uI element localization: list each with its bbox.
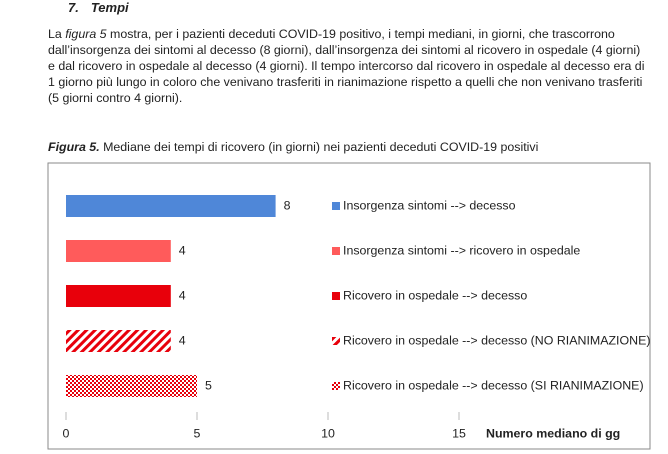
legend-swatch <box>332 247 340 255</box>
legend-swatch <box>332 382 340 390</box>
legend-swatch <box>332 337 340 345</box>
figure-caption: Figura 5. Mediane dei tempi di ricovero … <box>48 140 538 154</box>
value-label: 4 <box>179 333 186 347</box>
x-tick-label: 5 <box>194 426 201 440</box>
heading-number: 7. <box>68 0 79 15</box>
legend-label: Ricovero in ospedale --> decesso (SI RIA… <box>343 378 644 392</box>
text: La <box>48 27 66 41</box>
bar <box>66 375 197 397</box>
value-label: 4 <box>179 243 186 257</box>
legend-swatch <box>332 292 340 300</box>
x-tick-label: 10 <box>321 426 335 440</box>
x-axis-label: Numero mediano di gg <box>486 426 620 440</box>
legend-label: Ricovero in ospedale --> decesso <box>343 288 527 302</box>
legend-label: Ricovero in ospedale --> decesso (NO RIA… <box>343 333 650 347</box>
caption-text: Mediane dei tempi di ricovero (in giorni… <box>99 140 539 154</box>
bar <box>66 195 276 217</box>
x-tick-label: 0 <box>63 426 70 440</box>
bar <box>66 330 171 352</box>
legend-swatch <box>332 202 340 210</box>
chart: Numero mediano di gg 0 5 10 15 8 Insorgenza s… <box>47 162 651 450</box>
value-label: 5 <box>205 378 212 392</box>
paragraph: La figura 5 mostra, per i pazienti deced… <box>48 26 648 106</box>
legend-label: Insorgenza sintomi --> ricovero in osped… <box>343 243 580 257</box>
heading: 7. Tempi <box>68 0 129 15</box>
bar <box>66 285 171 307</box>
legend-label: Insorgenza sintomi --> decesso <box>343 198 516 212</box>
x-tick-label: 15 <box>452 426 466 440</box>
text-italic: figura 5 <box>65 27 107 41</box>
caption-label: Figura 5. <box>48 140 100 154</box>
value-label: 8 <box>284 198 291 212</box>
text: mostra, per i pazienti deceduti COVID-19… <box>48 27 645 105</box>
heading-title: Tempi <box>90 0 129 15</box>
value-label: 4 <box>179 288 186 302</box>
bar <box>66 240 171 262</box>
chart-frame <box>47 162 651 450</box>
